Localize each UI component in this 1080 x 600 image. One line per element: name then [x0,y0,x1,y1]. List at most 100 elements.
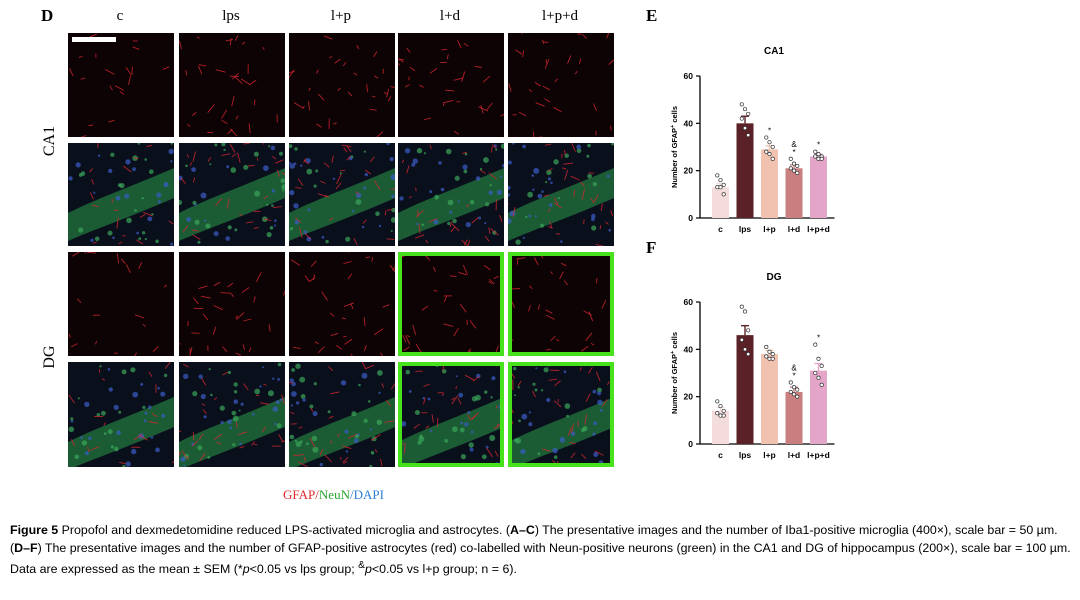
caption-text: <0.05 vs l+p group; n = 6). [371,562,517,577]
y-tick-label: 20 [684,392,694,402]
y-tick-label: 0 [688,213,693,223]
micrograph-ca1-merge-lplusp [289,143,395,246]
row-label-dg: DG [41,345,58,369]
y-tick-label: 60 [684,71,694,81]
data-point [795,394,800,399]
bar [712,187,729,218]
data-point [764,135,769,140]
caption-bold: A–C [510,523,535,537]
bar [810,156,827,218]
significance-marker: & [791,140,797,149]
data-point [718,404,723,409]
data-point [721,413,726,418]
data-point [788,380,793,385]
bar [736,335,754,444]
data-point [816,152,821,157]
y-tick-label: 0 [688,439,693,449]
bar [736,123,754,218]
micrograph-dg-merge-c [68,362,174,467]
micrograph-dg-gfap-lpluspplusd [508,252,614,356]
micrograph-ca1-merge-c [68,143,174,246]
column-label-lps: lps [222,8,240,24]
bar-chart-ca1: CA1 Number of GFAP+ cells 0 20 40 60 c lps l+p * l… [670,46,835,234]
bar [785,168,803,218]
data-point [746,352,751,357]
x-tick-label: c [718,450,723,460]
data-point [721,192,726,197]
bar [761,354,778,444]
data-point [742,347,748,352]
data-point [788,389,793,394]
data-point [770,352,775,357]
data-point [795,163,800,168]
bar-chart-dg: DG Number of GFAP+ cells 0 20 40 60 c lps l+p l+d… [670,272,835,460]
bar [712,410,729,444]
data-point [767,349,772,354]
significance-marker: * [792,148,795,157]
data-point [721,182,726,187]
caption-italic: p [242,562,250,577]
column-label-c: c [116,8,124,24]
micrograph-ca1-gfap-lplusp [289,33,395,137]
legend-sep: / [315,487,319,502]
figure-caption: Figure 5 Propofol and dexmedetomidine re… [10,521,1072,578]
data-point [715,399,720,404]
y-tick-label: 40 [684,344,694,354]
data-point [742,309,748,314]
data-point [739,116,744,121]
significance-marker: * [768,127,771,136]
caption-label: Figure 5 [10,523,59,537]
data-point [746,328,751,333]
data-point [788,156,793,161]
micrograph-ca1-gfap-c [68,33,174,137]
data-point [767,152,772,157]
x-tick-label: l+p [763,224,776,234]
bar [761,149,778,218]
x-tick-label: l+p+d [807,224,830,234]
data-point [813,342,818,347]
data-point [791,161,797,166]
y-tick-label: 40 [684,118,694,128]
micrograph-ca1-gfap-lplusd [398,33,504,137]
data-point [715,411,720,416]
caption-text: <0.05 vs lps group; [249,562,359,577]
caption-sup: & [358,560,365,571]
caption-bold: D–F [14,541,38,555]
significance-marker: & [791,363,797,372]
x-tick-label: l+d [788,224,801,234]
data-point [764,149,769,154]
x-tick-label: l+d [788,450,801,460]
data-point [721,408,726,413]
micrograph-ca1-gfap-lps [179,33,285,137]
legend-dapi: DAPI [353,487,384,502]
y-axis-label: Number of GFAP+ cells [670,106,679,188]
column-label-lpluspplusd: l+p+d [541,8,579,24]
data-point [739,337,744,342]
data-point [746,133,751,138]
micrograph-ca1-merge-lps [179,143,285,246]
data-point [742,126,748,131]
micrograph-dg-gfap-lplusd [398,252,504,356]
micrograph-ca1-gfap-lpluspplusd [508,33,614,137]
x-tick-label: l+p [763,450,776,460]
chart-title: CA1 [764,46,784,57]
stain-legend: GFAP/NeuN/DAPI [283,487,384,503]
micrograph-dg-gfap-lplusp [289,252,395,356]
panel-label-e: E [646,6,658,25]
x-tick-label: l+p+d [807,450,830,460]
data-point [764,354,769,359]
significance-marker: * [792,371,795,380]
bar [810,370,827,444]
data-point [813,149,818,154]
data-point [742,107,748,112]
data-point [739,304,744,309]
data-point [791,392,797,397]
micrograph-ca1-merge-lplusd [398,143,504,246]
x-tick-label: c [718,224,723,234]
legend-neun: NeuN [318,487,350,502]
data-point [770,156,775,161]
data-point [819,363,824,368]
panel-label-d: D [41,6,54,25]
column-label-lplusp: l+p [330,8,352,24]
significance-marker: * [817,141,820,150]
